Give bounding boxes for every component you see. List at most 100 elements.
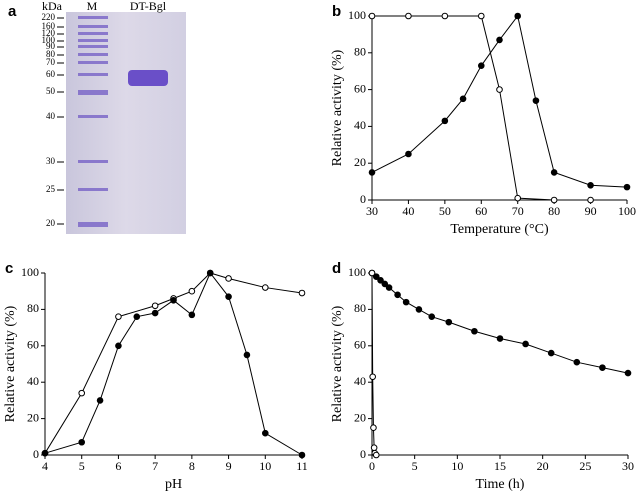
- ladder-band: [78, 53, 108, 56]
- x-tick-label: 4: [42, 459, 48, 473]
- x-tick-label: 8: [189, 459, 195, 473]
- data-point: [370, 444, 378, 452]
- data-point: [78, 438, 86, 446]
- data-point: [370, 424, 377, 432]
- y-tick-label: 20: [354, 410, 366, 424]
- x-tick-label: 11: [296, 459, 308, 473]
- x-tick-label: 7: [152, 459, 158, 473]
- data-point: [428, 313, 436, 320]
- data-point: [372, 273, 380, 280]
- x-tick-label: 80: [548, 204, 560, 218]
- data-point: [405, 150, 412, 158]
- data-point: [623, 183, 631, 191]
- data-point: [405, 12, 412, 20]
- data-point: [261, 429, 269, 437]
- data-point: [151, 302, 159, 310]
- data-point: [151, 309, 159, 317]
- x-tick-label: 15: [494, 459, 506, 473]
- x-tick-label: 40: [402, 204, 414, 218]
- y-tick-label: 40: [354, 374, 366, 388]
- y-axis-label: Relative activity (%): [330, 305, 345, 422]
- x-tick-label: 0: [369, 459, 375, 473]
- data-point: [402, 298, 410, 306]
- protein-band: [128, 70, 168, 86]
- data-point: [599, 364, 606, 371]
- x-axis-label: pH: [165, 477, 182, 492]
- gel-image: [66, 12, 186, 234]
- data-point: [372, 451, 380, 459]
- lane-label: M: [87, 0, 98, 13]
- data-point: [573, 358, 581, 366]
- x-tick-label: 5: [79, 459, 85, 473]
- panel-label: b: [332, 3, 341, 20]
- data-point: [385, 284, 393, 291]
- x-tick-label: 70: [512, 204, 524, 218]
- ladder-band: [78, 25, 108, 28]
- y-tick-label: 20: [354, 155, 366, 169]
- lane-label: DT-Bgl: [130, 0, 167, 13]
- marker-label: 80: [46, 49, 56, 59]
- x-tick-label: 60: [475, 204, 487, 218]
- data-point: [115, 313, 122, 320]
- data-point: [225, 293, 232, 300]
- marker-label: 25: [46, 184, 56, 194]
- ladder-band: [78, 73, 108, 76]
- ladder-band: [78, 39, 108, 42]
- panel-label: a: [8, 3, 17, 20]
- x-tick-label: 100: [618, 204, 636, 218]
- data-point: [115, 342, 122, 350]
- data-point: [496, 86, 503, 93]
- y-tick-label: 0: [33, 447, 39, 461]
- y-tick-label: 100: [21, 265, 39, 279]
- data-point: [394, 291, 401, 299]
- y-axis-label: Relative activity (%): [330, 49, 345, 166]
- data-point: [587, 196, 594, 204]
- data-point: [41, 449, 49, 457]
- data-point: [206, 269, 214, 277]
- data-point: [547, 349, 555, 357]
- data-point: [243, 351, 251, 359]
- data-point: [133, 313, 141, 320]
- data-point: [415, 306, 423, 313]
- ladder-band: [78, 115, 108, 118]
- data-point: [225, 275, 232, 282]
- x-tick-label: 5: [412, 459, 418, 473]
- series-line: [371, 272, 629, 374]
- data-point: [514, 194, 522, 202]
- data-point: [445, 318, 453, 326]
- x-axis-label: Temperature (°C): [450, 222, 549, 237]
- marker-label: 70: [46, 57, 56, 67]
- marker-label: 40: [46, 111, 56, 121]
- data-point: [96, 397, 104, 404]
- data-point: [377, 276, 384, 284]
- x-tick-label: 10: [451, 459, 463, 473]
- marker-label: 60: [46, 69, 56, 79]
- ladder-band: [78, 61, 108, 64]
- data-point: [261, 284, 269, 291]
- data-point: [532, 97, 540, 104]
- data-point: [459, 95, 467, 103]
- ladder-band: [78, 45, 108, 48]
- x-tick-label: 30: [366, 204, 378, 218]
- marker-label: 100: [42, 35, 56, 45]
- data-point: [522, 340, 529, 348]
- gel-panel: [66, 12, 186, 234]
- data-point: [441, 12, 449, 20]
- y-tick-label: 60: [354, 81, 366, 95]
- data-point: [298, 451, 306, 459]
- data-point: [170, 297, 177, 304]
- y-axis-label: Relative activity (%): [3, 305, 18, 422]
- x-axis-label: Time (h): [476, 477, 525, 492]
- y-tick-label: 20: [27, 410, 39, 424]
- y-tick-label: 100: [348, 8, 366, 22]
- data-point: [368, 169, 376, 176]
- data-point: [441, 117, 449, 125]
- y-tick-label: 80: [354, 45, 366, 59]
- x-tick-label: 30: [622, 459, 634, 473]
- y-tick-label: 40: [354, 118, 366, 132]
- series-line: [44, 272, 303, 454]
- x-tick-label: 9: [226, 459, 232, 473]
- y-tick-label: 60: [354, 338, 366, 352]
- x-tick-label: 90: [585, 204, 597, 218]
- y-tick-label: 80: [27, 301, 39, 315]
